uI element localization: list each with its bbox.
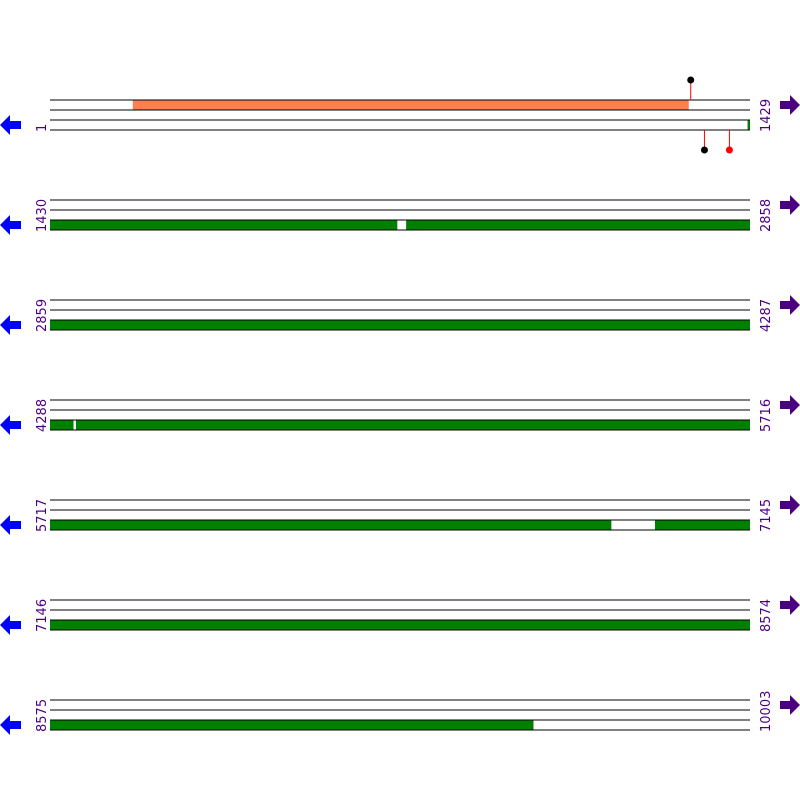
bottom-strand-feature xyxy=(50,420,74,430)
arrow-right-icon[interactable] xyxy=(780,595,800,615)
top-strand-feature xyxy=(132,100,689,110)
arrow-right-icon[interactable] xyxy=(780,395,800,415)
bottom-strand-feature xyxy=(50,220,398,230)
row-end-label: 1429 xyxy=(759,99,774,132)
row-start-label: 8575 xyxy=(35,699,50,732)
row-start-label: 1 xyxy=(35,124,50,132)
arrow-right-icon[interactable] xyxy=(780,695,800,715)
row-end-label: 2858 xyxy=(759,199,774,232)
bottom-strand-feature xyxy=(50,520,612,530)
row-start-label: 7146 xyxy=(35,599,50,632)
lollipop-marker xyxy=(725,146,733,154)
lollipop-marker xyxy=(687,76,695,84)
row-end-label: 8574 xyxy=(759,599,774,632)
row-start-label: 1430 xyxy=(35,199,50,232)
arrow-left-icon[interactable] xyxy=(0,715,21,735)
row-end-label: 10003 xyxy=(759,691,774,732)
lollipop-marker xyxy=(700,146,708,154)
arrow-left-icon[interactable] xyxy=(0,315,21,335)
arrow-right-icon[interactable] xyxy=(780,195,800,215)
row-start-label: 5717 xyxy=(35,499,50,532)
arrow-left-icon[interactable] xyxy=(0,215,21,235)
bottom-strand-feature xyxy=(406,220,750,230)
bottom-strand-feature xyxy=(50,320,750,330)
sequence-row: 4288 5716 xyxy=(0,395,800,435)
bottom-strand-feature xyxy=(654,520,750,530)
row-start-label: 2859 xyxy=(35,299,50,332)
arrow-left-icon[interactable] xyxy=(0,115,21,135)
sequence-row: 8575 10003 xyxy=(0,691,800,735)
sequence-row: 5717 7145 xyxy=(0,495,800,535)
sequence-row: 1430 2858 xyxy=(0,195,800,235)
arrow-left-icon[interactable] xyxy=(0,615,21,635)
arrow-right-icon[interactable] xyxy=(780,495,800,515)
arrow-right-icon[interactable] xyxy=(780,95,800,115)
bottom-strand-feature xyxy=(75,420,750,430)
bottom-strand-feature xyxy=(747,120,750,130)
arrow-left-icon[interactable] xyxy=(0,515,21,535)
arrow-right-icon[interactable] xyxy=(780,295,800,315)
row-end-label: 7145 xyxy=(759,499,774,532)
sequence-row: 2859 4287 xyxy=(0,295,800,335)
sequence-row: 1 1429 xyxy=(0,76,800,154)
bottom-strand-feature xyxy=(50,720,534,730)
sequence-row: 7146 8574 xyxy=(0,595,800,635)
arrow-left-icon[interactable] xyxy=(0,415,21,435)
row-end-label: 5716 xyxy=(759,399,774,432)
row-end-label: 4287 xyxy=(759,299,774,332)
row-start-label: 4288 xyxy=(35,399,50,432)
bottom-strand-feature xyxy=(50,620,750,630)
